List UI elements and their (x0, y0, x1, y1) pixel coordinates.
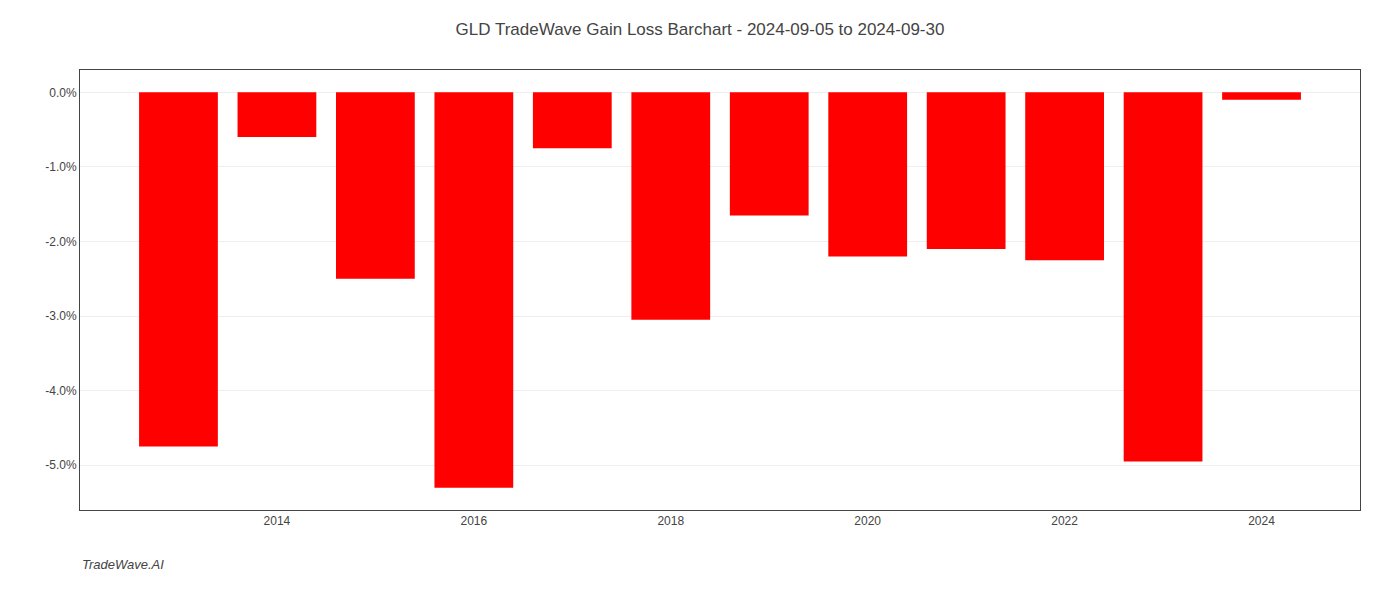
svg-text:2016: 2016 (460, 514, 487, 528)
svg-text:-1.0%: -1.0% (45, 160, 77, 174)
svg-text:2014: 2014 (264, 514, 291, 528)
svg-text:-3.0%: -3.0% (45, 309, 77, 323)
svg-text:2018: 2018 (657, 514, 684, 528)
svg-text:0.0%: 0.0% (49, 86, 77, 100)
svg-text:2022: 2022 (1051, 514, 1078, 528)
svg-text:TradeWave.AI: TradeWave.AI (82, 557, 164, 572)
svg-text:-5.0%: -5.0% (45, 458, 77, 472)
svg-text:-2.0%: -2.0% (45, 235, 77, 249)
svg-text:-4.0%: -4.0% (45, 384, 77, 398)
svg-text:2020: 2020 (854, 514, 881, 528)
svg-text:2024: 2024 (1248, 514, 1275, 528)
svg-text:GLD TradeWave Gain Loss Barcha: GLD TradeWave Gain Loss Barchart - 2024-… (456, 20, 945, 39)
